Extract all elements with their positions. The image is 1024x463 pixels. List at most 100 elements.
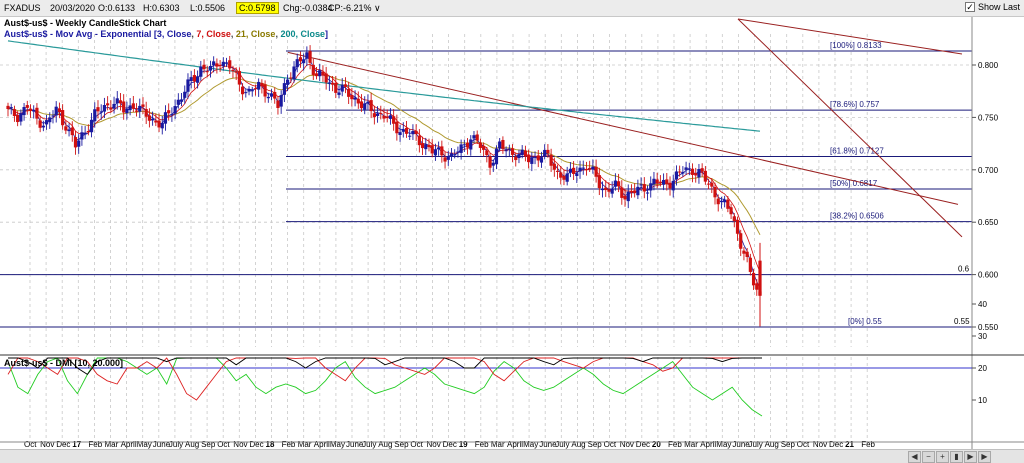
candle-body xyxy=(581,167,585,169)
change-percent-value: CP:-6.21% xyxy=(328,3,372,13)
horizontal-scrollbar[interactable]: ◀ − + ▮ ▶ ▶ xyxy=(0,449,1024,463)
candle-body xyxy=(125,109,129,114)
candle-body xyxy=(141,104,145,107)
candle-body xyxy=(353,97,357,100)
x-tick-label: April xyxy=(700,440,716,449)
ma-legend-item: 3, Close xyxy=(157,29,192,39)
x-tick-label: 17 xyxy=(72,440,81,449)
candle-body xyxy=(106,103,110,106)
candle-body xyxy=(417,135,421,146)
ema200-line xyxy=(7,40,761,132)
candle-body xyxy=(321,71,325,76)
candle-body xyxy=(629,191,634,193)
candle-body xyxy=(176,99,180,105)
candle-body xyxy=(115,98,119,104)
candle-body xyxy=(530,157,534,164)
candle-body xyxy=(205,71,209,73)
x-tick-label: 19 xyxy=(459,440,468,449)
candle-body xyxy=(443,157,447,162)
candles xyxy=(6,45,762,327)
candle-body xyxy=(70,127,74,136)
candle-body xyxy=(694,173,698,176)
candle-body xyxy=(369,100,373,112)
x-tick-label: Aug xyxy=(765,440,779,449)
candle-body xyxy=(327,82,331,84)
candle-body xyxy=(414,130,418,135)
x-tick-label: Dec xyxy=(56,440,70,449)
symbol-label: FXADUS xyxy=(4,3,41,13)
candle-body xyxy=(64,126,68,131)
candle-body xyxy=(449,153,454,157)
fib-label: [38.2%] 0.6506 xyxy=(830,212,884,221)
candle-body xyxy=(109,107,113,110)
scroll-end-icon[interactable]: ▶ xyxy=(978,451,991,463)
ma-legend-suffix: ] xyxy=(325,29,328,39)
candle-body xyxy=(295,59,299,68)
candle-body xyxy=(157,120,161,128)
candle-body xyxy=(578,167,582,172)
candle-body xyxy=(456,151,460,153)
show-last-toggle[interactable]: ✓ Show Last xyxy=(964,2,1020,12)
price-axis: 0.800 0.750 0.700 0.650 0.600 0.550 xyxy=(971,17,999,449)
candle-body xyxy=(51,115,55,117)
x-tick-label: Oct xyxy=(797,440,810,449)
candle-body xyxy=(12,109,17,117)
chart-area[interactable]: [100%] 0.8133 [78.6%] 0.757 [61.8%] 0.7127… xyxy=(0,17,1024,449)
candle-body xyxy=(19,113,23,122)
candle-body xyxy=(170,114,174,116)
candle-body xyxy=(751,272,756,286)
candle-body xyxy=(408,135,412,137)
candle-body xyxy=(440,146,444,156)
candle-body xyxy=(334,82,338,93)
x-tick-label: Mar xyxy=(298,440,312,449)
candle-body xyxy=(350,95,354,100)
x-tick-label: July xyxy=(169,440,183,449)
candle-body xyxy=(588,167,592,169)
candle-body xyxy=(212,61,216,66)
candle-body xyxy=(41,125,45,128)
scroll-right-icon[interactable]: ▶ xyxy=(964,451,977,463)
x-tick-label: Nov xyxy=(233,440,247,449)
candle-body xyxy=(253,88,258,90)
candle-body xyxy=(93,109,97,122)
candle-body xyxy=(282,83,286,95)
candle-body xyxy=(478,142,483,148)
candle-body xyxy=(716,198,720,205)
candle-body xyxy=(221,61,225,67)
candle-body xyxy=(700,168,704,172)
candle-body xyxy=(86,131,90,133)
candle-body xyxy=(469,139,473,150)
scroll-start-icon[interactable]: ▮ xyxy=(950,451,963,463)
candle-body xyxy=(356,98,360,104)
candle-body xyxy=(610,188,614,194)
candle-body xyxy=(594,166,598,177)
candle-body xyxy=(273,91,277,99)
scroll-left-icon[interactable]: ◀ xyxy=(908,451,921,463)
candle-body xyxy=(597,175,601,189)
x-tick-label: Mar xyxy=(491,440,505,449)
candle-body xyxy=(514,156,518,161)
candle-body xyxy=(710,182,714,187)
fib-label: [61.8%] 0.7127 xyxy=(830,146,884,155)
candle-body xyxy=(298,57,303,62)
zoom-in-icon[interactable]: + xyxy=(936,451,949,463)
y-tick-label: 0.600 xyxy=(978,271,999,280)
candle-body xyxy=(118,100,123,104)
candle-body xyxy=(491,162,495,166)
candle-body xyxy=(398,132,402,136)
x-tick-label: Nov xyxy=(427,440,441,449)
candle-body xyxy=(604,187,608,191)
candle-body xyxy=(16,114,20,123)
zoom-out-icon[interactable]: − xyxy=(922,451,935,463)
x-tick-label: Sep xyxy=(201,440,216,449)
checkmark-icon[interactable]: ✓ xyxy=(964,2,975,12)
candle-body xyxy=(388,115,393,119)
candle-body xyxy=(61,110,65,126)
candle-body xyxy=(572,167,576,174)
candle-body xyxy=(340,85,344,92)
candle-body xyxy=(363,103,367,110)
fib-label: [0%] 0.55 xyxy=(848,317,882,326)
candle-body xyxy=(690,168,695,175)
candle-body xyxy=(623,195,627,200)
chevron-down-icon[interactable]: ∨ xyxy=(374,3,381,13)
